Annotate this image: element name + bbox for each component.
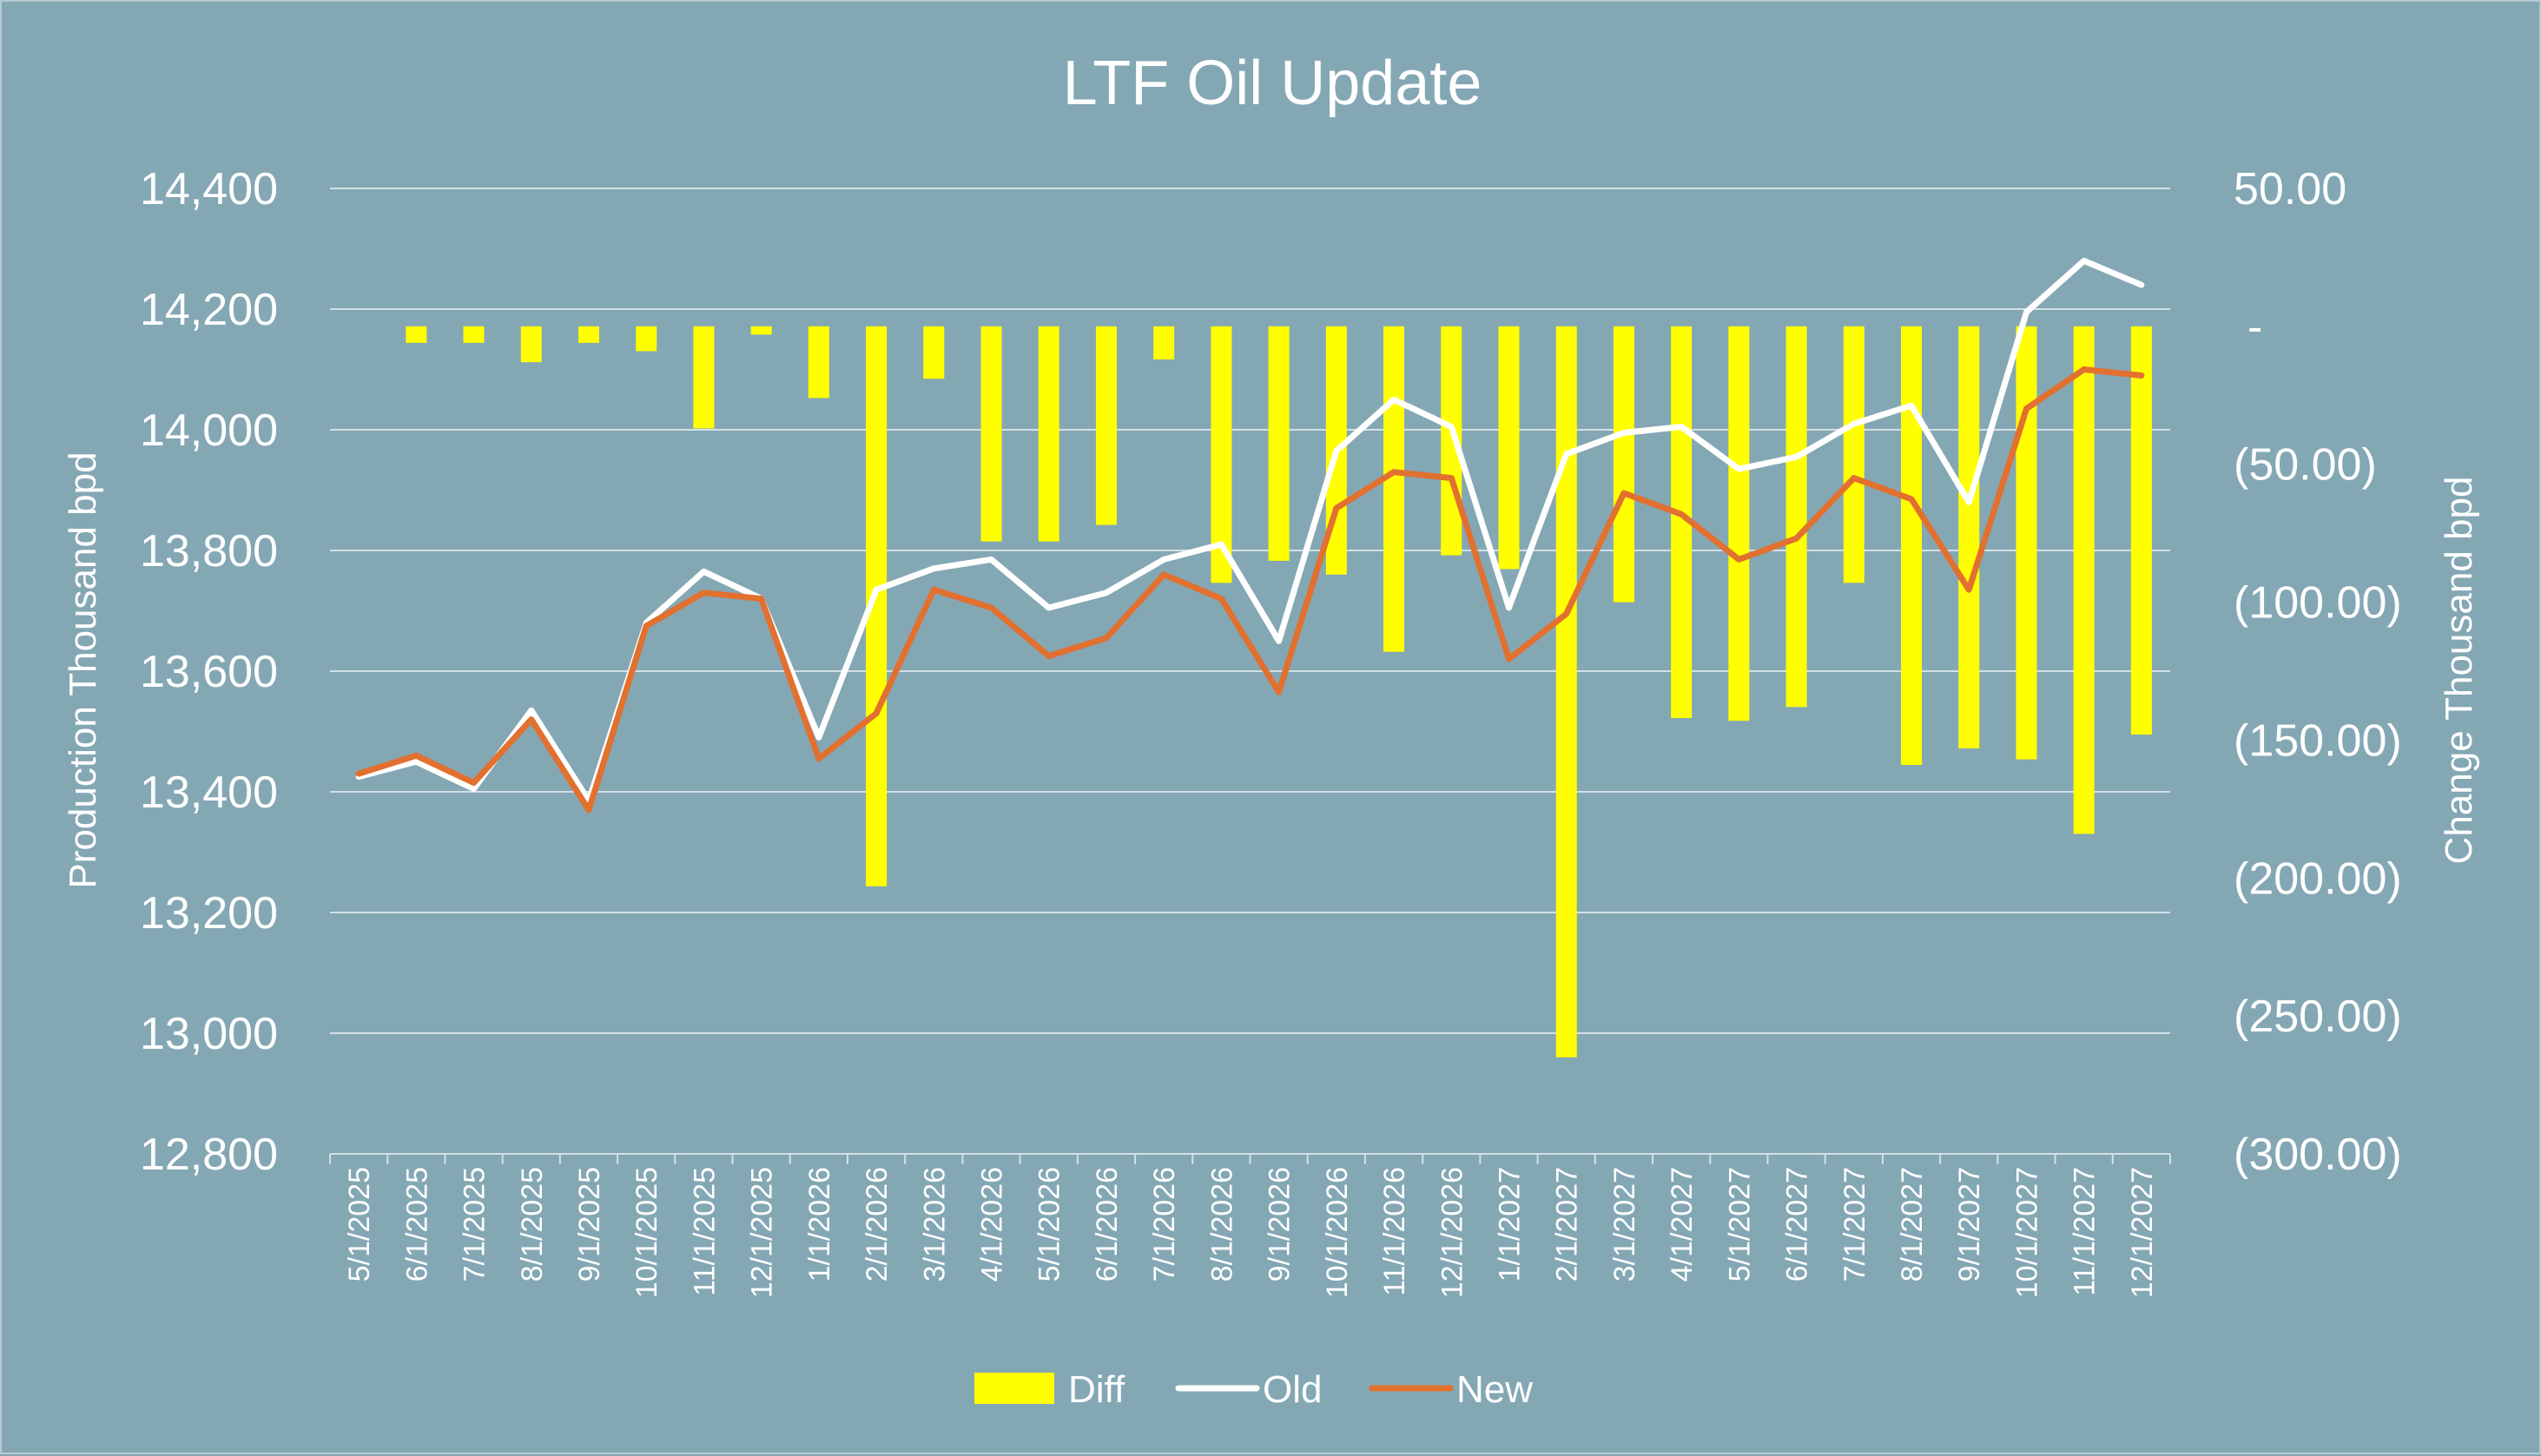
old-series-line	[355, 257, 2145, 804]
x-tick-label: 1/1/2026	[803, 1167, 836, 1281]
diff-bar	[636, 326, 657, 352]
legend-label-diff: Diff	[1068, 1368, 1125, 1411]
diff-bar	[2073, 326, 2095, 834]
y2-tick-label: (50.00)	[2234, 440, 2377, 491]
new-series-line	[355, 366, 2145, 814]
right-axis-ticks: 50.00 - (50.00) (100.00) (150.00) (200.00) (25…	[2234, 164, 2402, 1180]
diff-bar	[1268, 326, 1290, 561]
diff-bar	[1728, 326, 1750, 721]
chart-title: LTF Oil Update	[1063, 49, 1482, 118]
diff-bar	[1498, 326, 1520, 570]
y2-tick-label: (200.00)	[2234, 853, 2402, 904]
diff-bar	[1555, 326, 1577, 1057]
x-tick-label: 9/1/2025	[573, 1167, 606, 1281]
x-tick-label: 10/1/2025	[630, 1167, 663, 1298]
diff-bar	[750, 326, 772, 335]
x-tick-label: 3/1/2026	[918, 1167, 951, 1281]
legend-swatch-diff	[974, 1373, 1054, 1404]
diff-bar	[1901, 326, 1923, 766]
x-tick-label: 11/1/2026	[1378, 1167, 1411, 1296]
x-tick-label: 6/1/2026	[1091, 1167, 1124, 1281]
y-tick-label: 14,000	[140, 405, 278, 456]
diff-bar	[923, 326, 945, 379]
x-tick-label: 10/1/2027	[2010, 1167, 2043, 1298]
diff-bar	[1785, 326, 1807, 708]
diff-bar	[1383, 326, 1405, 652]
x-tick-label: 8/1/2025	[516, 1167, 549, 1281]
series-lines	[355, 257, 2145, 814]
x-tick-label: 9/1/2027	[1953, 1167, 1986, 1281]
x-tick-label: 2/1/2027	[1551, 1167, 1584, 1281]
right-axis-title: Change Thousand bpd	[2438, 477, 2480, 865]
diff-bar	[1958, 326, 1980, 748]
diff-bar	[520, 326, 542, 363]
x-tick-label: 7/1/2025	[459, 1167, 492, 1281]
x-tick-label: 5/1/2025	[343, 1167, 376, 1281]
y2-tick-label: (150.00)	[2234, 715, 2402, 766]
diff-bar	[578, 326, 599, 343]
diff-bars	[406, 326, 2152, 1057]
left-axis-ticks: 12,800 13,000 13,200 13,400 13,600 13,800 14,0…	[140, 164, 278, 1180]
x-tick-label: 12/1/2025	[746, 1167, 779, 1298]
diff-bar	[1211, 326, 1232, 583]
x-tick-label: 6/1/2027	[1781, 1167, 1814, 1281]
y2-tick-label: (300.00)	[2234, 1130, 2402, 1180]
y2-tick-label: -	[2247, 302, 2262, 352]
x-tick-label: 11/1/2025	[688, 1167, 721, 1296]
x-tick-label: 12/1/2027	[2126, 1167, 2159, 1298]
legend-label-new: New	[1456, 1368, 1533, 1411]
x-tick-label: 8/1/2027	[1896, 1167, 1929, 1281]
y-tick-label: 13,800	[140, 526, 278, 576]
diff-bar	[406, 326, 427, 343]
x-axis-ticks: 5/1/2025 6/1/2025 7/1/2025 8/1/2025 9/1/2025…	[329, 1154, 2171, 1298]
x-tick-label: 7/1/2026	[1148, 1167, 1181, 1281]
diff-bar	[2016, 326, 2037, 760]
y-tick-label: 14,200	[140, 285, 278, 335]
x-tick-label: 3/1/2027	[1608, 1167, 1641, 1281]
x-tick-label: 12/1/2026	[1436, 1167, 1468, 1298]
x-tick-label: 7/1/2027	[1838, 1167, 1871, 1281]
x-tick-label: 11/1/2027	[2069, 1167, 2102, 1296]
y-tick-label: 13,200	[140, 888, 278, 939]
y-tick-label: 12,800	[140, 1130, 278, 1180]
x-tick-label: 4/1/2026	[976, 1167, 1009, 1281]
x-tick-label: 10/1/2026	[1321, 1167, 1354, 1298]
y2-tick-label: 50.00	[2234, 164, 2346, 214]
y2-tick-label: (250.00)	[2234, 992, 2402, 1042]
diff-bar	[1843, 326, 1864, 583]
diff-bar	[693, 326, 715, 429]
y-tick-label: 13,000	[140, 1009, 278, 1059]
y-tick-label: 14,400	[140, 164, 278, 214]
diff-bar	[808, 326, 829, 399]
y-tick-label: 13,600	[140, 647, 278, 697]
diff-bar	[1038, 326, 1059, 542]
diff-bar	[1613, 326, 1634, 603]
x-tick-label: 4/1/2027	[1666, 1167, 1699, 1281]
diff-bar	[2130, 326, 2152, 735]
y2-tick-label: (100.00)	[2234, 578, 2402, 629]
grid-layer	[330, 188, 2170, 1155]
x-tick-label: 5/1/2026	[1033, 1167, 1066, 1281]
diff-bar	[980, 326, 1002, 542]
legend-label-old: Old	[1263, 1368, 1322, 1411]
diff-bar	[1095, 326, 1117, 525]
x-tick-label: 6/1/2025	[400, 1167, 433, 1281]
x-tick-label: 9/1/2026	[1264, 1167, 1297, 1281]
diff-bar	[1153, 326, 1175, 359]
x-tick-label: 5/1/2027	[1723, 1167, 1756, 1281]
legend: Diff Old New	[974, 1368, 1533, 1411]
x-tick-label: 1/1/2027	[1493, 1167, 1526, 1281]
left-axis-title: Production Thousand bpd	[62, 451, 104, 888]
y-tick-label: 13,400	[140, 768, 278, 818]
diff-bar	[463, 326, 485, 343]
x-tick-label: 2/1/2026	[861, 1167, 894, 1281]
x-tick-label: 8/1/2026	[1205, 1167, 1238, 1281]
